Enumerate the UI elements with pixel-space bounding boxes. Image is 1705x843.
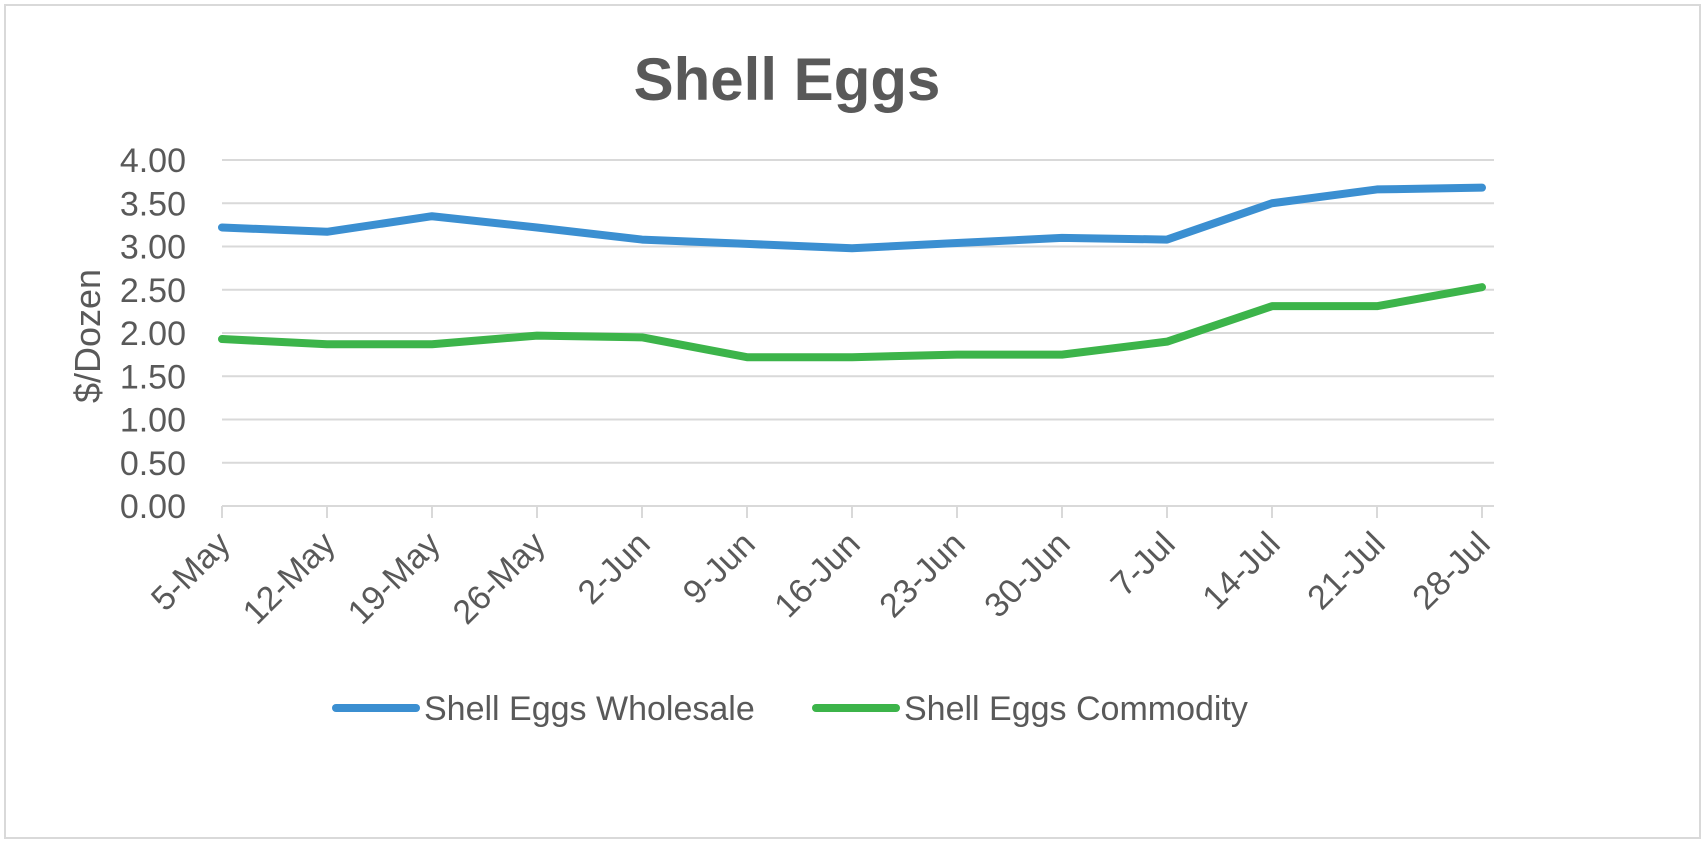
x-tick-label: 9-Jun — [676, 525, 763, 612]
y-tick-label: 2.00 — [120, 315, 186, 353]
x-tick-label: 30-Jun — [977, 525, 1077, 625]
series-lines — [218, 183, 1486, 362]
x-tick-label: 7-Jul — [1104, 525, 1183, 604]
y-tick-label: 3.00 — [120, 229, 186, 267]
legend: Shell Eggs Wholesale Shell Eggs Commodity — [332, 690, 1248, 728]
chart-title: Shell Eggs — [634, 46, 941, 113]
x-tick-label: 28-Jul — [1405, 525, 1497, 617]
y-tick-label: 1.50 — [120, 358, 186, 396]
x-tick-label: 21-Jul — [1300, 525, 1392, 617]
y-tick-labels: 0.00 0.50 1.00 1.50 2.00 2.50 3.00 3.50 4.00 — [120, 142, 186, 526]
series-line-wholesale — [218, 183, 1486, 253]
y-tick-label: 3.50 — [120, 185, 186, 223]
x-tick-label: 12-May — [236, 525, 343, 632]
chart-frame: Shell Eggs $/Dozen 0.00 0.50 1.00 1.50 2.00 2… — [4, 4, 1701, 839]
y-tick-label: 1.00 — [120, 402, 186, 440]
y-tick-label: 0.00 — [120, 488, 186, 526]
y-tick-label: 4.00 — [120, 142, 186, 180]
y-tick-label: 2.50 — [120, 272, 186, 310]
x-tick-label: 16-Jun — [767, 525, 867, 625]
series-line-commodity — [218, 283, 1486, 362]
x-tick-label: 14-Jul — [1195, 525, 1287, 617]
x-tick-label: 19-May — [341, 525, 448, 632]
legend-label: Shell Eggs Commodity — [904, 690, 1248, 728]
line-chart: Shell Eggs $/Dozen 0.00 0.50 1.00 1.50 2.00 2… — [67, 46, 1498, 728]
y-axis-label: $/Dozen — [67, 269, 108, 403]
legend-label: Shell Eggs Wholesale — [424, 690, 755, 728]
x-tick-label: 26-May — [446, 525, 553, 632]
x-tick-label: 5-May — [144, 525, 238, 619]
y-tick-label: 0.50 — [120, 445, 186, 483]
gridlines — [221, 159, 1494, 518]
x-tick-label: 2-Jun — [571, 525, 658, 612]
x-tick-label: 23-Jun — [872, 525, 972, 625]
